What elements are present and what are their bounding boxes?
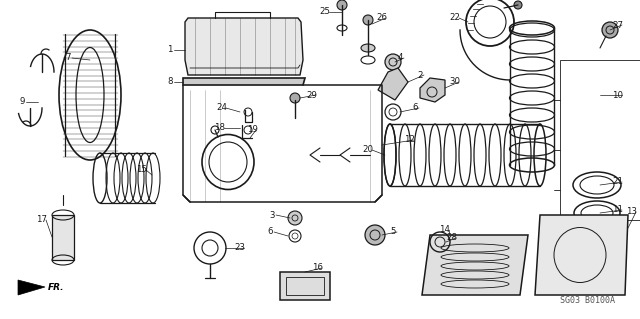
Polygon shape xyxy=(280,272,330,300)
Polygon shape xyxy=(183,78,305,85)
Polygon shape xyxy=(18,280,45,295)
Polygon shape xyxy=(185,18,303,75)
Text: 15: 15 xyxy=(136,166,147,174)
Text: 19: 19 xyxy=(246,125,257,135)
Text: 7: 7 xyxy=(65,54,71,63)
Circle shape xyxy=(514,1,522,9)
Circle shape xyxy=(288,211,302,225)
Ellipse shape xyxy=(361,44,375,52)
Text: 11: 11 xyxy=(612,205,623,214)
Polygon shape xyxy=(535,215,628,295)
Text: 5: 5 xyxy=(390,227,396,236)
Text: FR.: FR. xyxy=(48,283,65,292)
Text: 2: 2 xyxy=(417,70,423,79)
Text: 21: 21 xyxy=(612,177,623,187)
Text: 6: 6 xyxy=(268,227,273,236)
Text: 13: 13 xyxy=(627,207,637,217)
Text: 23: 23 xyxy=(234,243,246,253)
Text: 16: 16 xyxy=(312,263,323,272)
Text: 28: 28 xyxy=(447,234,458,242)
Polygon shape xyxy=(378,68,408,100)
Polygon shape xyxy=(422,235,528,295)
Text: 8: 8 xyxy=(167,78,173,86)
Text: 3: 3 xyxy=(269,211,275,219)
Text: 1: 1 xyxy=(167,46,173,55)
Circle shape xyxy=(385,54,401,70)
Text: 20: 20 xyxy=(362,145,374,154)
Bar xyxy=(52,215,74,260)
Text: 30: 30 xyxy=(449,78,461,86)
Text: 29: 29 xyxy=(307,91,317,100)
Polygon shape xyxy=(420,78,445,102)
Text: 27: 27 xyxy=(612,20,623,29)
Text: 17: 17 xyxy=(36,216,47,225)
Text: 24: 24 xyxy=(216,103,227,113)
Circle shape xyxy=(337,0,347,10)
Text: 25: 25 xyxy=(319,8,330,17)
Circle shape xyxy=(602,22,618,38)
Text: 10: 10 xyxy=(612,91,623,100)
Text: 14: 14 xyxy=(440,226,451,234)
Text: 26: 26 xyxy=(376,13,387,23)
Text: 22: 22 xyxy=(449,13,461,23)
Circle shape xyxy=(290,93,300,103)
Text: SG03 B0100A: SG03 B0100A xyxy=(560,296,615,305)
Circle shape xyxy=(365,225,385,245)
Text: 4: 4 xyxy=(397,54,403,63)
Text: 9: 9 xyxy=(19,98,25,107)
Text: 6: 6 xyxy=(412,103,418,113)
Text: 12: 12 xyxy=(404,136,415,145)
Text: 18: 18 xyxy=(214,123,225,132)
Circle shape xyxy=(363,15,373,25)
